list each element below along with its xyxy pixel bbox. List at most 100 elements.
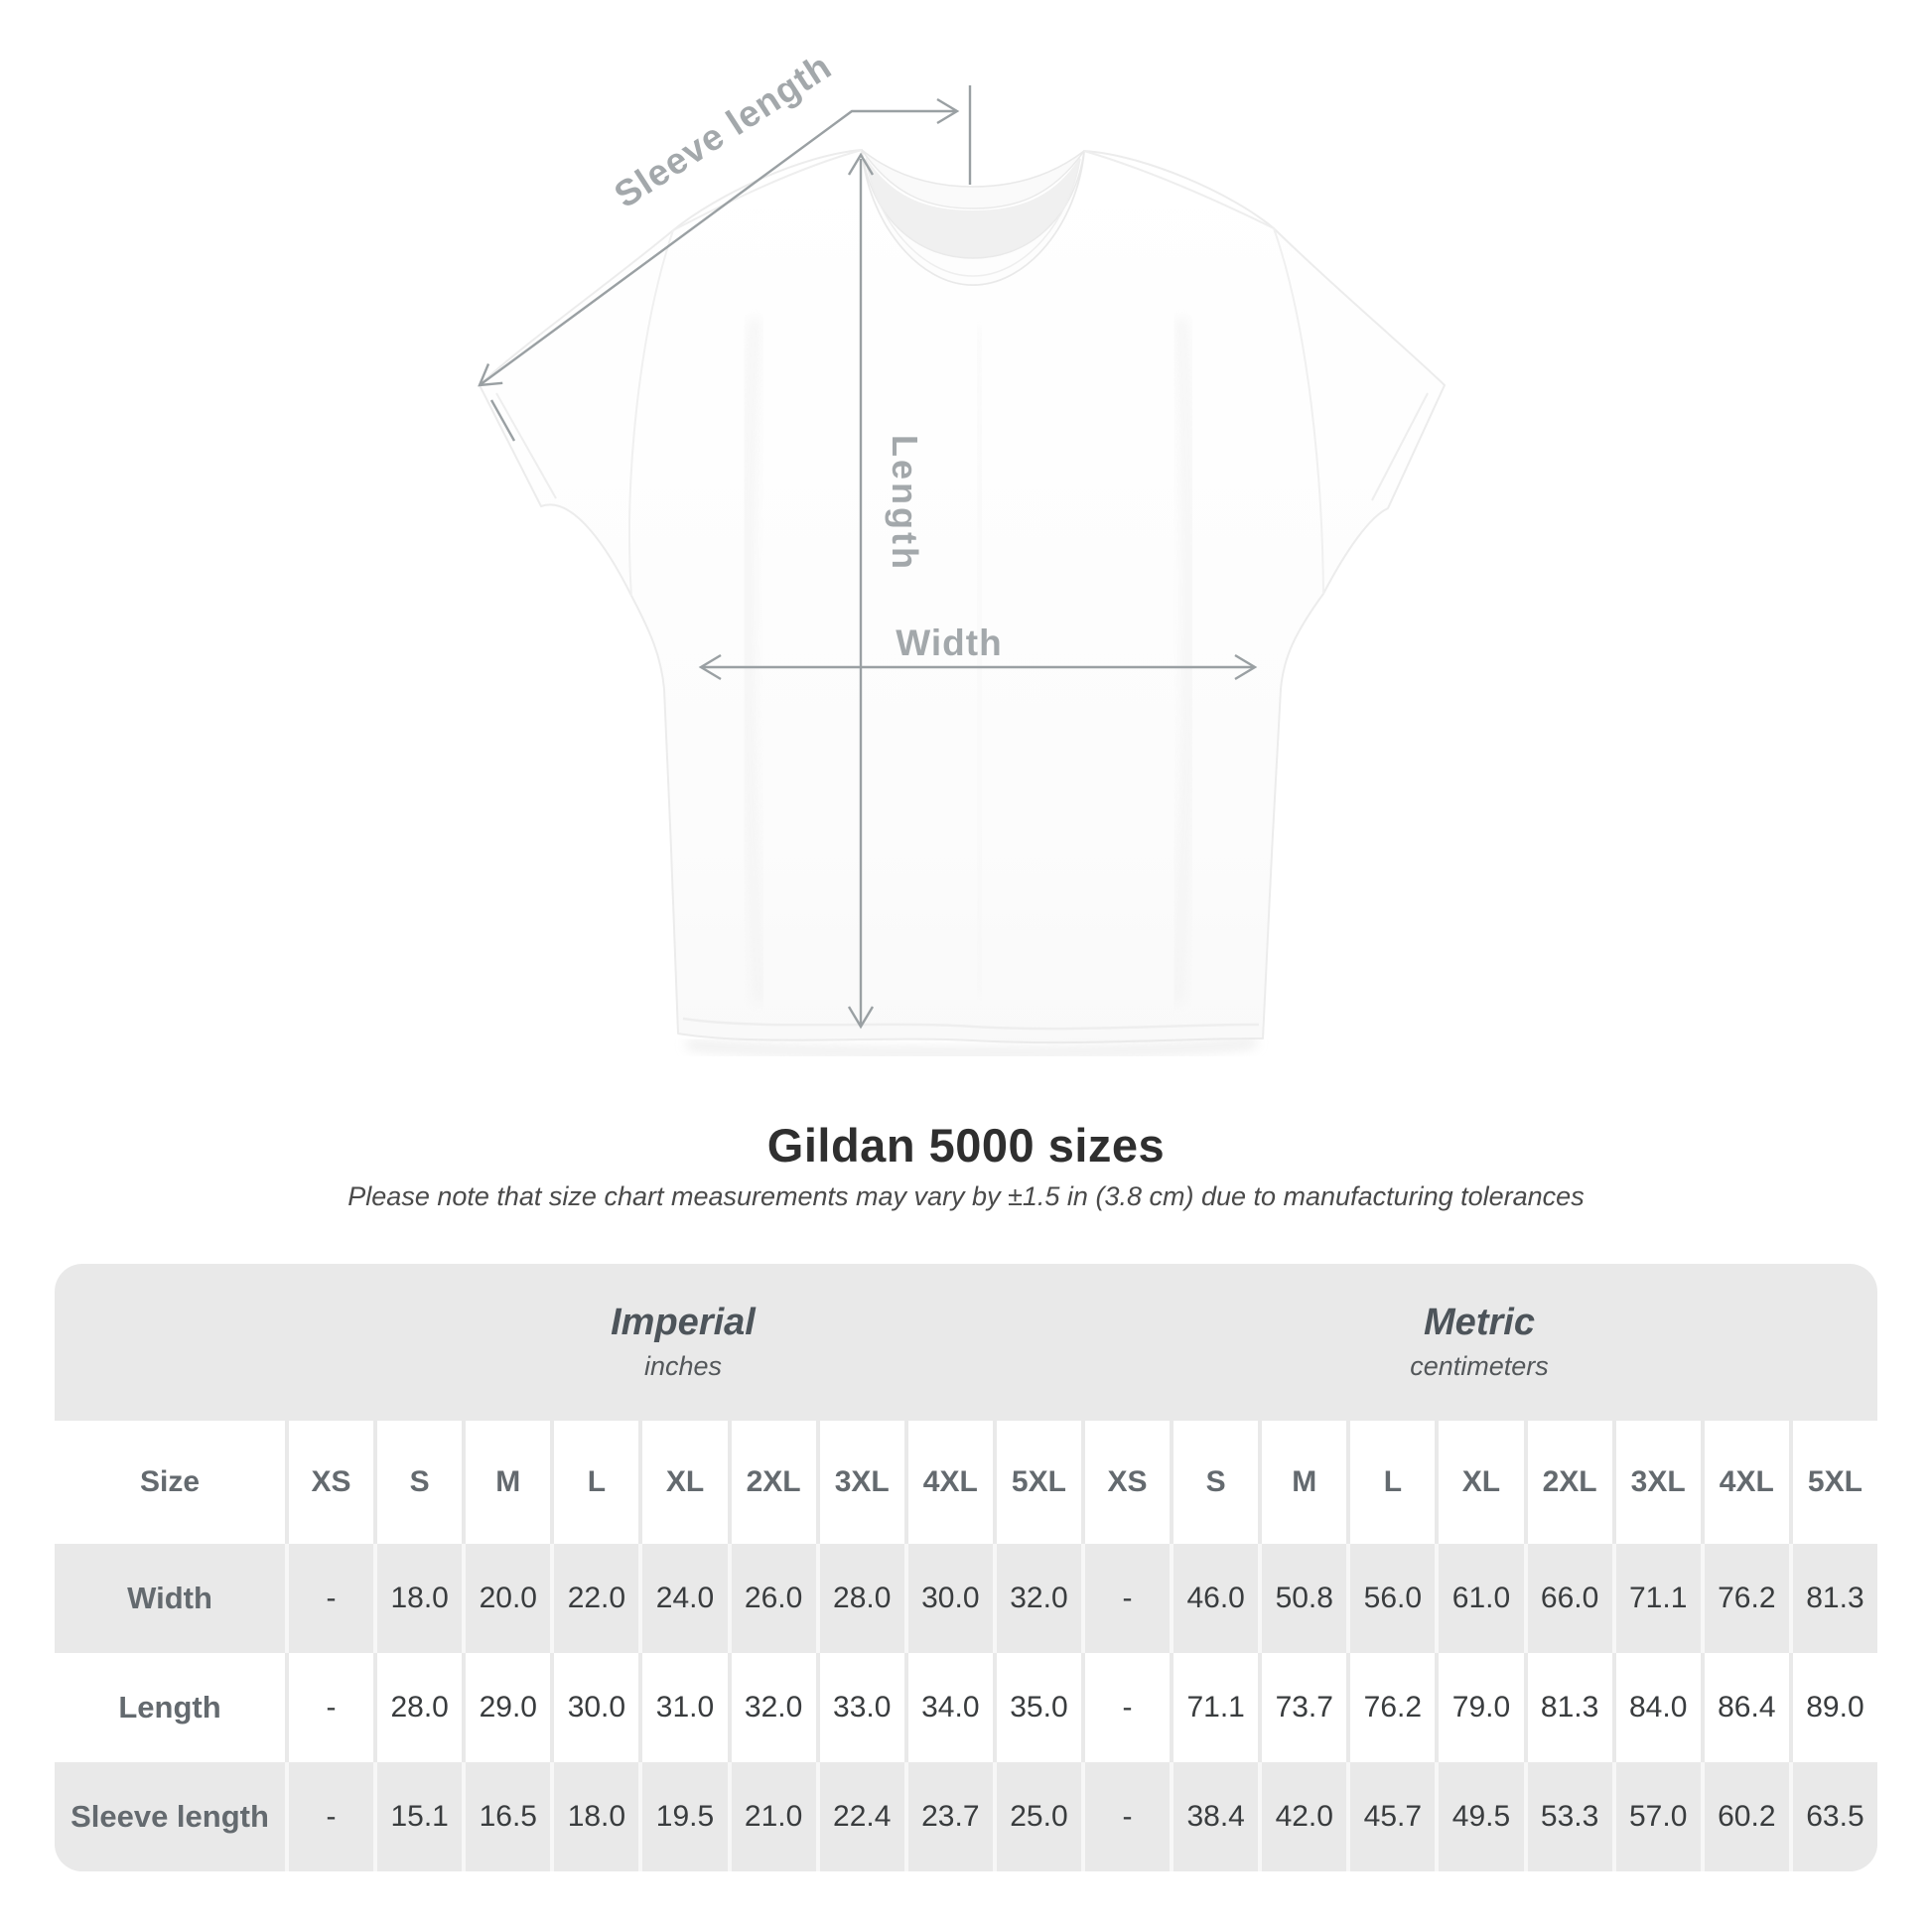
measurement-value: 26.0 xyxy=(727,1544,816,1653)
band-corner-spacer xyxy=(55,1264,285,1421)
measurement-row: Length -28.0 29.0 30.0 31.0 32.0 33.0 34.0 35.0-… xyxy=(55,1653,1877,1762)
size-column-header: XL xyxy=(1435,1421,1524,1544)
size-header-row: Size XS S M L XL 2XL 3XL 4XL 5XL XS S M L XL 2XL 3XL 4XL… xyxy=(55,1421,1877,1544)
width-label: Width xyxy=(896,622,1002,663)
measurement-value: - xyxy=(1080,1544,1171,1653)
measurement-value: 49.5 xyxy=(1435,1762,1524,1871)
measurement-row-label: Sleeve length xyxy=(55,1762,285,1871)
tshirt-measurement-diagram: Sleeve length Length Width xyxy=(478,46,1446,1057)
size-column-header: M xyxy=(462,1421,551,1544)
measurement-value: 61.0 xyxy=(1435,1544,1524,1653)
size-column-header: L xyxy=(550,1421,639,1544)
metric-group-header: Metric centimeters xyxy=(1081,1264,1877,1421)
measurement-value: 15.1 xyxy=(373,1762,463,1871)
fold-line xyxy=(741,317,766,1004)
size-column-header: 2XL xyxy=(1523,1421,1612,1544)
size-column-header: 2XL xyxy=(727,1421,816,1544)
measurement-value: 84.0 xyxy=(1611,1653,1701,1762)
measurement-value: 18.0 xyxy=(550,1762,639,1871)
measurement-value: 53.3 xyxy=(1523,1762,1612,1871)
measurement-value: 25.0 xyxy=(992,1762,1081,1871)
collar-inner-shadow xyxy=(866,157,1080,258)
armhole-seam-left xyxy=(628,229,674,597)
fold-line xyxy=(1171,317,1196,1004)
measurement-value: 23.7 xyxy=(903,1762,993,1871)
size-column-header: XL xyxy=(638,1421,728,1544)
size-column-header: S xyxy=(373,1421,463,1544)
unit-band-row: Imperial inches Metric centimeters xyxy=(55,1264,1877,1421)
page-title: Gildan 5000 sizes xyxy=(766,1119,1166,1172)
measurement-value: 22.0 xyxy=(550,1544,639,1653)
size-column-header: 3XL xyxy=(1611,1421,1701,1544)
metric-unit: centimeters xyxy=(1410,1351,1549,1382)
measurement-value: 32.0 xyxy=(727,1653,816,1762)
measurement-value: - xyxy=(285,1653,374,1762)
size-column-header: S xyxy=(1170,1421,1259,1544)
measurement-value: 24.0 xyxy=(638,1544,728,1653)
hem-stitch xyxy=(682,1017,1260,1031)
metric-label: Metric xyxy=(1424,1301,1535,1343)
measurement-value: 28.0 xyxy=(373,1653,463,1762)
measurement-value: 89.0 xyxy=(1788,1653,1877,1762)
sleeve-end-tick xyxy=(489,399,516,442)
measurement-value: 50.8 xyxy=(1258,1544,1347,1653)
imperial-group-header: Imperial inches xyxy=(285,1264,1081,1421)
measurement-row-label: Width xyxy=(55,1544,285,1653)
measurement-value: 19.5 xyxy=(638,1762,728,1871)
measurement-value: 22.4 xyxy=(815,1762,904,1871)
collar-stitch xyxy=(865,158,1081,277)
size-table-card: Imperial inches Metric centimeters Size … xyxy=(55,1264,1877,1871)
measurement-value: 76.2 xyxy=(1346,1653,1436,1762)
measurement-value: 66.0 xyxy=(1523,1544,1612,1653)
measurement-value: 42.0 xyxy=(1258,1762,1347,1871)
measurement-value: 63.5 xyxy=(1788,1762,1877,1871)
tshirt-body xyxy=(479,149,1446,1044)
size-column-header: M xyxy=(1258,1421,1347,1544)
tolerance-note: Please note that size chart measurements… xyxy=(347,1181,1585,1211)
cuff-seam-right xyxy=(1371,392,1429,501)
measurement-value: 21.0 xyxy=(727,1762,816,1871)
measurement-value: 46.0 xyxy=(1170,1544,1259,1653)
hem-shadow xyxy=(686,1038,1257,1057)
measurement-value: - xyxy=(285,1544,374,1653)
measurement-annotations xyxy=(478,85,1258,1030)
size-table: Imperial inches Metric centimeters Size … xyxy=(55,1264,1877,1871)
measurement-value: 73.7 xyxy=(1258,1653,1347,1762)
measurement-value: 18.0 xyxy=(373,1544,463,1653)
measurement-value: 81.3 xyxy=(1523,1653,1612,1762)
measurement-value: 56.0 xyxy=(1346,1544,1436,1653)
measurement-value: 81.3 xyxy=(1788,1544,1877,1653)
measurement-value: 57.0 xyxy=(1611,1762,1701,1871)
measurement-value: 31.0 xyxy=(638,1653,728,1762)
measurement-value: 30.0 xyxy=(550,1653,639,1762)
measurement-value: 45.7 xyxy=(1346,1762,1436,1871)
size-corner-label: Size xyxy=(55,1421,285,1544)
size-column-header: XS xyxy=(1080,1421,1171,1544)
length-label: Length xyxy=(885,435,925,572)
measurement-value: - xyxy=(285,1762,374,1871)
measurement-value: - xyxy=(1080,1762,1171,1871)
size-column-header: 3XL xyxy=(815,1421,904,1544)
measurement-value: 60.2 xyxy=(1700,1762,1789,1871)
fold-line xyxy=(973,327,986,994)
size-column-header: 5XL xyxy=(992,1421,1081,1544)
width-arrow xyxy=(698,653,1258,681)
measurement-value: 30.0 xyxy=(903,1544,993,1653)
size-column-header: 4XL xyxy=(1700,1421,1789,1544)
measurement-value: 38.4 xyxy=(1170,1762,1259,1871)
measurement-value: 76.2 xyxy=(1700,1544,1789,1653)
measurement-value: 32.0 xyxy=(992,1544,1081,1653)
measurement-rows: Width -18.0 20.0 22.0 24.0 26.0 28.0 30.0 32.0-4… xyxy=(55,1544,1877,1871)
measurement-value: 20.0 xyxy=(462,1544,551,1653)
tshirt-graphic xyxy=(479,149,1446,1057)
shoulder-seam-left xyxy=(672,149,863,231)
imperial-label: Imperial xyxy=(611,1301,756,1343)
measurement-value: 29.0 xyxy=(462,1653,551,1762)
size-column-header: 5XL xyxy=(1788,1421,1877,1544)
measurement-value: 16.5 xyxy=(462,1762,551,1871)
measurement-value: 71.1 xyxy=(1170,1653,1259,1762)
measurement-value: 33.0 xyxy=(815,1653,904,1762)
measurement-value: 28.0 xyxy=(815,1544,904,1653)
measurement-value: 34.0 xyxy=(903,1653,993,1762)
